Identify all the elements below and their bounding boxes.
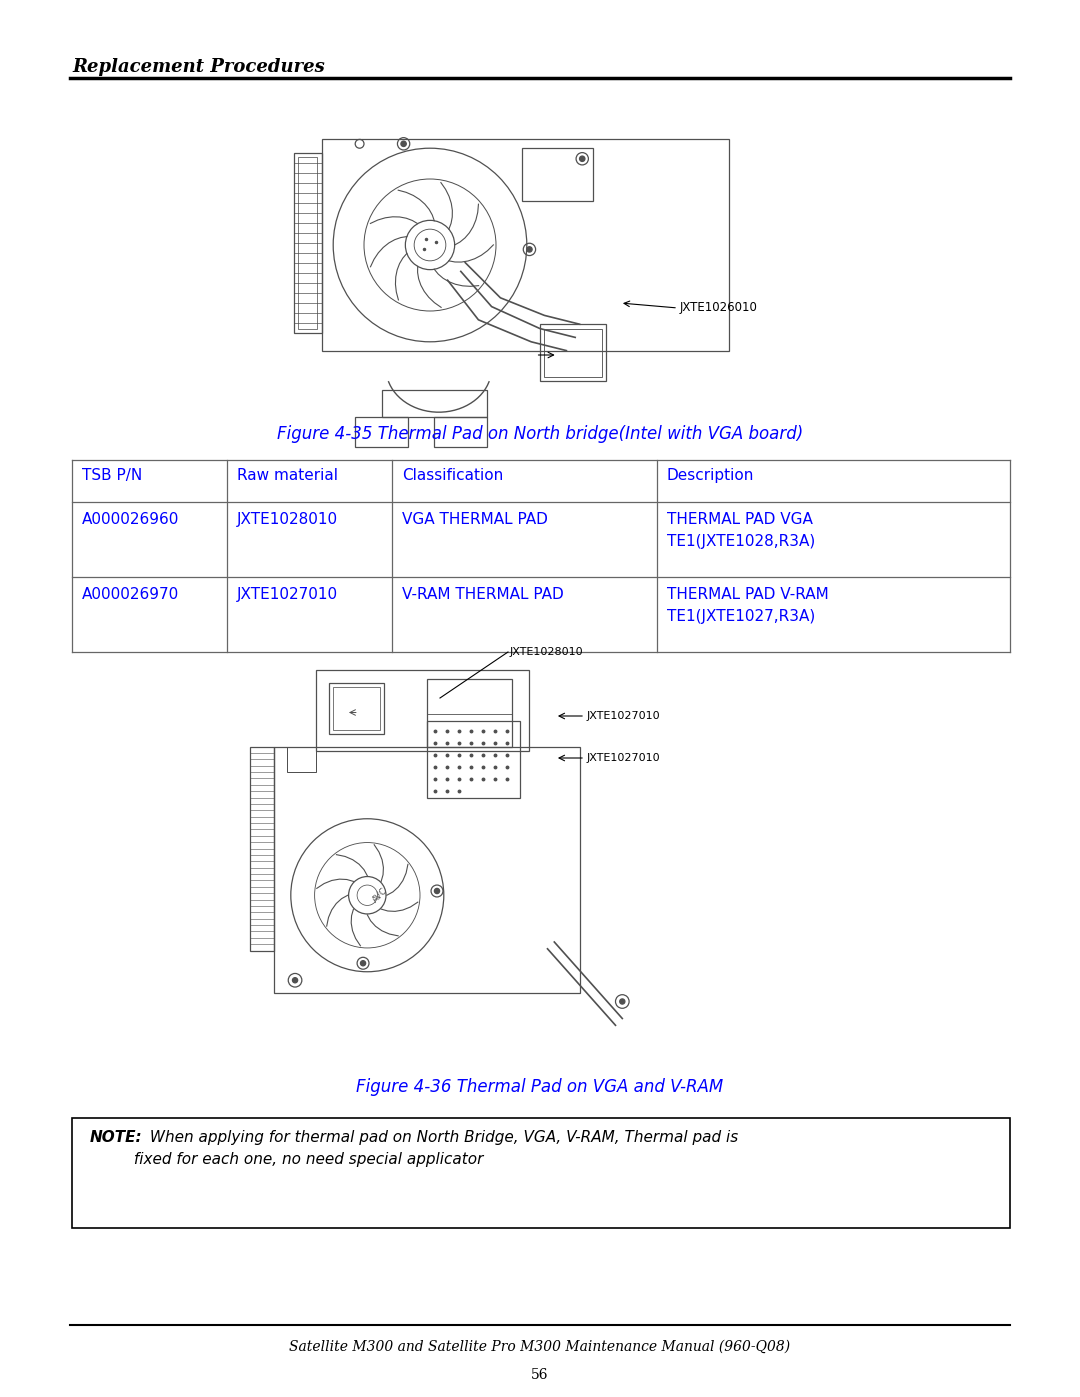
Circle shape xyxy=(620,999,625,1004)
Bar xyxy=(544,328,602,377)
Bar xyxy=(274,746,580,993)
Bar xyxy=(72,1118,1010,1228)
Bar xyxy=(286,746,316,773)
Bar xyxy=(434,416,487,447)
Circle shape xyxy=(401,141,406,147)
Text: When applying for thermal pad on North Bridge, VGA, V-RAM, Thermal pad is: When applying for thermal pad on North B… xyxy=(145,1130,739,1146)
Text: A000026970: A000026970 xyxy=(82,587,179,602)
Text: Figure 4-36 Thermal Pad on VGA and V-RAM: Figure 4-36 Thermal Pad on VGA and V-RAM xyxy=(356,1078,724,1097)
Bar xyxy=(298,156,318,328)
Bar xyxy=(523,148,593,201)
Text: TE1(JXTE1027,R3A): TE1(JXTE1027,R3A) xyxy=(667,609,815,624)
Bar xyxy=(322,140,729,351)
Text: V-RAM THERMAL PAD: V-RAM THERMAL PAD xyxy=(402,587,564,602)
Text: JXTE1026010: JXTE1026010 xyxy=(680,302,758,314)
Text: JXTE1027010: JXTE1027010 xyxy=(237,587,338,602)
Bar xyxy=(334,687,380,729)
Text: AVC: AVC xyxy=(370,886,389,904)
Text: Figure 4-35 Thermal Pad on North bridge(Intel with VGA board): Figure 4-35 Thermal Pad on North bridge(… xyxy=(276,425,804,443)
Text: NOTE:: NOTE: xyxy=(90,1130,143,1146)
Circle shape xyxy=(527,247,532,251)
Circle shape xyxy=(580,156,585,162)
Text: A000026960: A000026960 xyxy=(82,511,179,527)
Text: Satellite M300 and Satellite Pro M300 Maintenance Manual (960-Q08): Satellite M300 and Satellite Pro M300 Ma… xyxy=(289,1340,791,1354)
Bar xyxy=(355,416,408,447)
Text: Description: Description xyxy=(667,468,754,483)
Text: Replacement Procedures: Replacement Procedures xyxy=(72,59,325,75)
Text: VGA THERMAL PAD: VGA THERMAL PAD xyxy=(402,511,548,527)
Bar xyxy=(294,152,322,332)
Bar xyxy=(381,390,487,416)
Text: JXTE1027010: JXTE1027010 xyxy=(588,753,661,763)
Bar xyxy=(427,679,512,746)
Text: JXTE1027010: JXTE1027010 xyxy=(588,711,661,721)
Text: TE1(JXTE1028,R3A): TE1(JXTE1028,R3A) xyxy=(667,534,815,549)
Circle shape xyxy=(361,961,366,965)
Bar xyxy=(329,683,384,733)
Bar xyxy=(540,324,606,381)
Text: JXTE1028010: JXTE1028010 xyxy=(237,511,338,527)
Text: TSB P/N: TSB P/N xyxy=(82,468,143,483)
Circle shape xyxy=(293,978,298,983)
Bar xyxy=(316,671,529,750)
Text: fixed for each one, no need special applicator: fixed for each one, no need special appl… xyxy=(90,1153,484,1166)
Text: Raw material: Raw material xyxy=(237,468,338,483)
Text: 56: 56 xyxy=(531,1368,549,1382)
Text: Classification: Classification xyxy=(402,468,503,483)
Circle shape xyxy=(434,888,440,894)
Text: THERMAL PAD VGA: THERMAL PAD VGA xyxy=(667,511,813,527)
Bar xyxy=(427,721,521,798)
Text: THERMAL PAD V-RAM: THERMAL PAD V-RAM xyxy=(667,587,828,602)
Bar xyxy=(249,746,274,950)
Text: JXTE1028010: JXTE1028010 xyxy=(510,647,583,657)
